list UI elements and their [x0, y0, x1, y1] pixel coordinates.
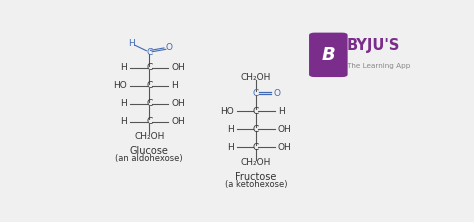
Text: H: H — [128, 38, 135, 48]
Text: Glucose: Glucose — [130, 146, 169, 156]
Text: H: H — [227, 143, 234, 152]
Text: Fructose: Fructose — [235, 172, 276, 182]
Text: HO: HO — [113, 81, 127, 90]
Text: C: C — [253, 107, 259, 116]
Text: OH: OH — [171, 117, 185, 126]
Text: O: O — [166, 43, 173, 52]
Text: C: C — [146, 63, 152, 72]
Text: (a ketohexose): (a ketohexose) — [225, 180, 287, 189]
Text: H: H — [278, 107, 284, 116]
Text: H: H — [171, 81, 178, 90]
Text: The Learning App: The Learning App — [347, 63, 410, 69]
Text: C: C — [146, 117, 152, 126]
Text: C: C — [146, 81, 152, 90]
Text: B: B — [321, 46, 335, 64]
Text: C: C — [253, 143, 259, 152]
Text: O: O — [273, 89, 280, 98]
Text: BYJU'S: BYJU'S — [347, 38, 400, 53]
Text: HO: HO — [220, 107, 234, 116]
Text: (an aldohexose): (an aldohexose) — [116, 155, 183, 163]
Text: H: H — [120, 99, 127, 108]
Text: OH: OH — [171, 63, 185, 72]
Text: OH: OH — [278, 143, 292, 152]
Text: CH₂OH: CH₂OH — [241, 158, 271, 167]
Text: C: C — [253, 125, 259, 134]
Text: H: H — [120, 63, 127, 72]
Text: OH: OH — [278, 125, 292, 134]
Text: OH: OH — [171, 99, 185, 108]
Text: H: H — [120, 117, 127, 126]
Text: C: C — [146, 99, 152, 108]
Text: H: H — [227, 125, 234, 134]
Text: C: C — [146, 48, 152, 57]
FancyBboxPatch shape — [309, 33, 347, 77]
Text: CH₂OH: CH₂OH — [241, 73, 271, 82]
Text: C: C — [253, 89, 259, 98]
Text: CH₂OH: CH₂OH — [134, 132, 164, 141]
